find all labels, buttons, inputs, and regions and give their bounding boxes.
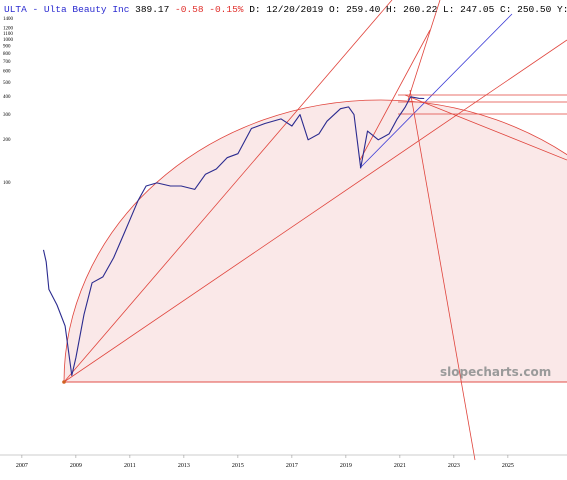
trend-line xyxy=(404,94,567,161)
x-tick-label: 2011 xyxy=(124,463,136,469)
watermark: slopecharts.com xyxy=(440,365,551,379)
y-tick-label: 600 xyxy=(3,70,11,75)
y-tick-label: 1200 xyxy=(3,27,14,32)
header-title: ULTA - Ulta Beauty Inc xyxy=(4,4,130,15)
x-tick-label: 2019 xyxy=(340,463,352,469)
y-tick-label: 400 xyxy=(3,95,11,100)
header: ULTA - Ulta Beauty Inc 389.17 -0.58 -0.1… xyxy=(4,4,567,15)
trend-line xyxy=(407,0,441,101)
y-tick-label: 100 xyxy=(3,181,11,186)
price-line xyxy=(42,96,425,376)
trend-line xyxy=(359,29,431,161)
x-tick-label: 2015 xyxy=(232,463,244,469)
x-tick-label: 2023 xyxy=(448,463,460,469)
arc-drawing xyxy=(63,99,567,383)
trend-line xyxy=(63,39,567,383)
y-tick-label: 800 xyxy=(3,52,11,57)
x-tick-label: 2017 xyxy=(286,463,298,469)
anchor-dot xyxy=(62,380,66,384)
trend-line xyxy=(409,89,476,461)
header-last: 389.17 xyxy=(135,4,169,15)
x-tick-label: 2013 xyxy=(178,463,190,469)
y-tick-label: 500 xyxy=(3,81,11,86)
x-tick-label: 2009 xyxy=(70,463,82,469)
y-tick-label: 700 xyxy=(3,60,11,65)
y-tick-label: 300 xyxy=(3,113,11,118)
y-tick-label: 1100 xyxy=(3,32,13,37)
y-tick-label: 200 xyxy=(3,138,11,143)
y-tick-label: 900 xyxy=(3,45,11,50)
header-change-pct: -0.15% xyxy=(209,4,244,15)
y-tick-label: 1000 xyxy=(3,38,14,43)
trend-line xyxy=(63,0,393,383)
x-tick-label: 2007 xyxy=(16,463,28,469)
header-ohlc: D: 12/20/2019 O: 259.40 H: 260.22 L: 247… xyxy=(249,4,567,15)
x-tick-label: 2025 xyxy=(502,463,514,469)
trend-line xyxy=(359,13,513,169)
x-tick-label: 2021 xyxy=(394,463,406,469)
y-tick-label: 1400 xyxy=(3,17,14,22)
header-change: -0.58 xyxy=(175,4,204,15)
